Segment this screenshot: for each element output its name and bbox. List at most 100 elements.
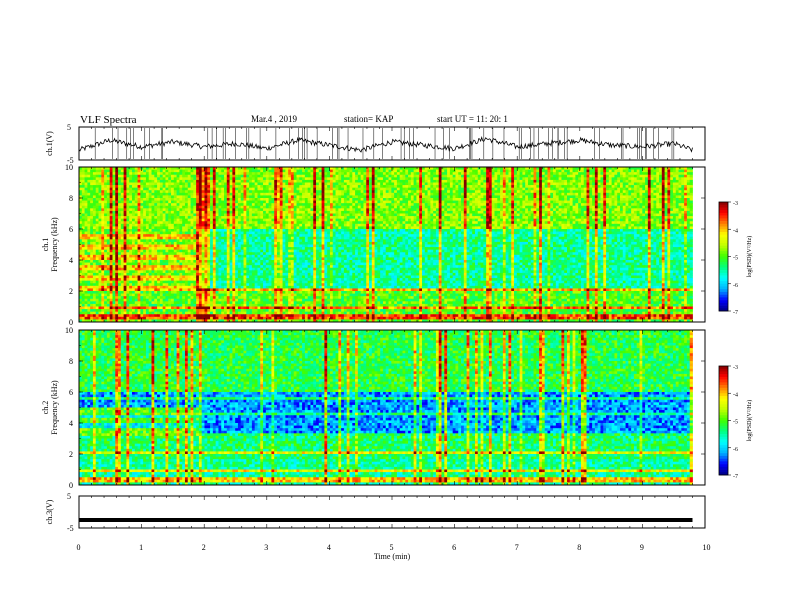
spectrogram-cell bbox=[244, 216, 247, 219]
spectrogram-cell bbox=[336, 216, 339, 219]
spectrogram-cell bbox=[349, 177, 352, 180]
spectrogram-cell bbox=[467, 203, 470, 206]
spectrogram-cell bbox=[302, 216, 305, 219]
spectrogram-cell bbox=[653, 208, 656, 211]
spectrogram-cell bbox=[277, 195, 280, 198]
spectrogram-cell bbox=[143, 175, 146, 178]
spectrogram-cell bbox=[316, 203, 319, 206]
spectrogram-cell bbox=[676, 183, 679, 186]
spectrogram-cell bbox=[402, 208, 405, 211]
spectrogram-cell bbox=[623, 193, 626, 196]
spectrogram-cell bbox=[455, 203, 458, 206]
spectrogram-cell bbox=[575, 180, 578, 183]
spectrogram-cell bbox=[227, 206, 230, 209]
spectrogram-cell bbox=[570, 175, 573, 178]
spectrogram-cell bbox=[659, 175, 662, 178]
spectrogram-cell bbox=[283, 190, 286, 193]
spectrogram-cell bbox=[645, 198, 648, 201]
spectrogram-cell bbox=[483, 206, 486, 209]
spectrogram-cell bbox=[433, 211, 436, 214]
spectrogram-cell bbox=[517, 208, 520, 211]
spectrogram-cell bbox=[299, 221, 302, 224]
spectrogram-cell bbox=[238, 198, 241, 201]
spectrogram-cell bbox=[394, 180, 397, 183]
spectrogram-cell bbox=[681, 219, 684, 222]
spectrogram-cell bbox=[196, 221, 199, 224]
spectrogram-cell bbox=[277, 177, 280, 180]
spectrogram-cell bbox=[93, 211, 96, 214]
spectrogram-cell bbox=[626, 216, 629, 219]
spectrogram-cell bbox=[402, 177, 405, 180]
spectrogram-cell bbox=[338, 203, 341, 206]
spectrogram-cell bbox=[478, 203, 481, 206]
spectrogram-cell bbox=[595, 188, 598, 191]
spectrogram-cell bbox=[204, 211, 207, 214]
spectrogram-cell bbox=[291, 221, 294, 224]
spectrogram-cell bbox=[252, 177, 255, 180]
spectrogram-cell bbox=[124, 170, 127, 173]
spectrogram-cell bbox=[299, 188, 302, 191]
spectrogram-cell bbox=[308, 198, 311, 201]
spectrogram-cell bbox=[238, 183, 241, 186]
spectrogram-cell bbox=[684, 201, 687, 204]
spectrogram-cell bbox=[628, 195, 631, 198]
spectrogram-cell bbox=[667, 170, 670, 173]
spectrogram-cell bbox=[330, 203, 333, 206]
spectrogram-cell bbox=[171, 214, 174, 217]
spectrogram-cell bbox=[338, 190, 341, 193]
spectrogram-cell bbox=[257, 177, 260, 180]
spectrogram-cell bbox=[617, 177, 620, 180]
spectrogram-cell bbox=[589, 185, 592, 188]
spectrogram-cell bbox=[263, 214, 266, 217]
spectrogram-cell bbox=[283, 221, 286, 224]
spectrogram-cell bbox=[584, 208, 587, 211]
spectrogram-cell bbox=[366, 208, 369, 211]
spectrogram-cell bbox=[603, 193, 606, 196]
spectrogram-cell bbox=[344, 198, 347, 201]
spectrogram-cell bbox=[481, 208, 484, 211]
spectrogram-cell bbox=[305, 193, 308, 196]
spectrogram-cell bbox=[631, 170, 634, 173]
spectrogram-cell bbox=[218, 208, 221, 211]
spectrogram-cell bbox=[333, 177, 336, 180]
spectrogram-cell bbox=[310, 203, 313, 206]
spectrogram-cell bbox=[386, 177, 389, 180]
spectrogram-cell bbox=[411, 208, 414, 211]
spectrogram-cell bbox=[310, 170, 313, 173]
spectrogram-cell bbox=[556, 172, 559, 175]
spectrogram-cell bbox=[324, 216, 327, 219]
spectrogram-cell bbox=[422, 177, 425, 180]
spectrogram-cell bbox=[637, 216, 640, 219]
spectrogram-cell bbox=[316, 188, 319, 191]
spectrogram-cell bbox=[690, 195, 693, 198]
spectrogram-cell bbox=[149, 180, 152, 183]
spectrogram-cell bbox=[260, 201, 263, 204]
spectrogram-cell bbox=[188, 206, 191, 209]
spectrogram-cell bbox=[600, 190, 603, 193]
spectrogram-cell bbox=[486, 172, 489, 175]
spectrogram-cell bbox=[369, 201, 372, 204]
spectrogram-cell bbox=[352, 208, 355, 211]
spectrogram-cell bbox=[101, 216, 104, 219]
spectrogram-cell bbox=[651, 188, 654, 191]
spectrogram-cell bbox=[157, 172, 160, 175]
spectrogram-cell bbox=[494, 214, 497, 217]
spectrogram-cell bbox=[154, 170, 157, 173]
spectrogram-cell bbox=[550, 198, 553, 201]
spectrogram-cell bbox=[302, 180, 305, 183]
spectrogram-cell bbox=[542, 216, 545, 219]
spectrogram-cell bbox=[545, 214, 548, 217]
spectrogram-cell bbox=[269, 198, 272, 201]
spectrogram-cell bbox=[90, 177, 93, 180]
spectrogram-cell bbox=[614, 183, 617, 186]
spectrogram-cell bbox=[472, 185, 475, 188]
spectrogram-cell bbox=[673, 219, 676, 222]
spectrogram-cell bbox=[539, 203, 542, 206]
spectrogram-cell bbox=[436, 211, 439, 214]
spectrogram-cell bbox=[494, 208, 497, 211]
spectrogram-cell bbox=[361, 219, 364, 222]
spectrogram-cell bbox=[556, 193, 559, 196]
spectrogram-cell bbox=[193, 183, 196, 186]
spectrogram-cell bbox=[589, 175, 592, 178]
spectrogram-cell bbox=[492, 175, 495, 178]
